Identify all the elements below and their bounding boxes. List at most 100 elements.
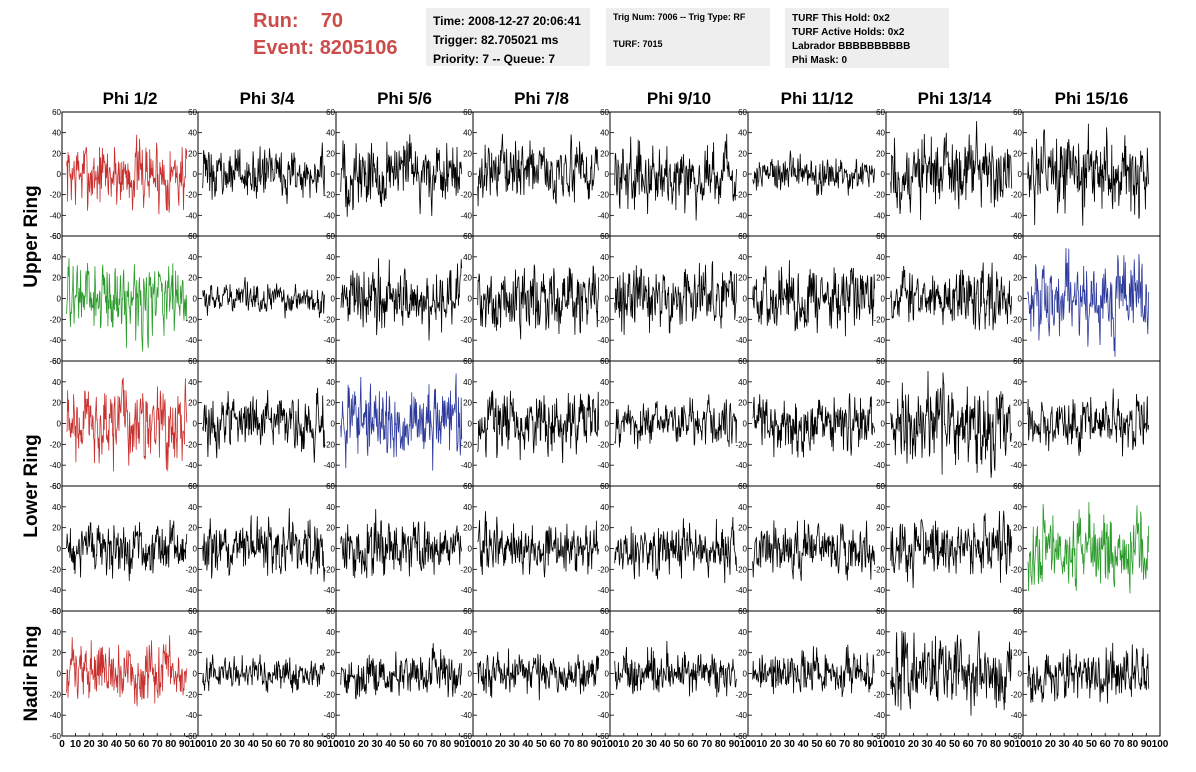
y-tick-label: 60: [876, 607, 885, 616]
waveform-trace: [66, 635, 188, 707]
column-title: Phi 7/8: [514, 89, 569, 108]
y-tick-label: 20: [463, 524, 472, 533]
waveform-trace: [66, 258, 188, 352]
waveform-trace: [752, 260, 875, 337]
y-tick-label: -20: [597, 690, 609, 699]
y-tick-label: 60: [738, 357, 747, 366]
y-tick-label: -20: [1010, 440, 1022, 449]
x-tick-label: 0: [333, 739, 339, 750]
y-tick-label: 0: [605, 545, 610, 554]
y-tick-label: 20: [52, 399, 61, 408]
y-tick-label: 40: [738, 503, 747, 512]
x-tick-label: 90: [1004, 739, 1016, 750]
x-tick-label: 40: [660, 739, 672, 750]
y-tick-label: 40: [600, 378, 609, 387]
x-tick-label: 60: [413, 739, 425, 750]
x-tick-label: 90: [179, 739, 191, 750]
y-tick-label: 40: [52, 503, 61, 512]
y-tick-label: 40: [188, 129, 197, 138]
turf-hold-line: TURF This Hold: 0x2: [792, 13, 890, 24]
x-tick-label: 30: [646, 739, 658, 750]
y-tick-label: 40: [326, 253, 335, 262]
y-tick-label: 40: [876, 628, 885, 637]
y-tick-label: 60: [600, 108, 609, 117]
y-tick-label: 60: [326, 357, 335, 366]
waveform-trace: [1027, 247, 1150, 357]
y-tick-label: 60: [188, 357, 197, 366]
y-tick-label: -40: [873, 711, 885, 720]
y-tick-label: 60: [1013, 108, 1022, 117]
y-tick-label: 0: [331, 670, 336, 679]
row-title: Nadir Ring: [21, 625, 42, 721]
x-tick-label: 40: [1072, 739, 1084, 750]
waveform-trace: [614, 640, 737, 698]
y-tick-label: 20: [52, 149, 61, 158]
y-tick-label: -20: [873, 690, 885, 699]
turf-info-box: TURF This Hold: 0x2 TURF Active Holds: 0…: [785, 8, 949, 68]
run-label: Run:: [253, 10, 299, 32]
x-tick-label: 20: [632, 739, 644, 750]
y-tick-label: 0: [193, 545, 198, 554]
y-tick-label: 60: [600, 232, 609, 241]
y-tick-label: -40: [323, 461, 335, 470]
x-tick-label: 40: [385, 739, 397, 750]
x-tick-label: 50: [811, 739, 823, 750]
column-title: Phi 1/2: [103, 89, 158, 108]
y-tick-label: 20: [188, 399, 197, 408]
x-tick-label: 60: [1100, 739, 1112, 750]
y-tick-label: -20: [873, 565, 885, 574]
x-tick-label: 50: [399, 739, 411, 750]
y-tick-label: -60: [460, 732, 472, 741]
y-tick-label: -40: [185, 211, 197, 220]
row-title: Upper Ring: [21, 185, 42, 287]
y-tick-label: 40: [188, 503, 197, 512]
panel-frame: [197, 360, 337, 487]
y-tick-label: 0: [57, 170, 62, 179]
x-tick-label: 40: [935, 739, 947, 750]
y-tick-label: 20: [876, 149, 885, 158]
run-value: 70: [320, 10, 344, 32]
x-tick-label: 80: [440, 739, 452, 750]
panel-frame: [472, 235, 611, 362]
labrador-line: Labrador BBBBBBBBBB: [792, 41, 911, 52]
y-tick-label: -20: [185, 315, 197, 324]
y-tick-label: 40: [876, 129, 885, 138]
waveform-trace: [1027, 501, 1150, 594]
y-tick-label: 20: [326, 274, 335, 283]
x-tick-label: 70: [563, 739, 575, 750]
y-tick-label: 60: [188, 232, 197, 241]
column-title: Phi 11/12: [781, 89, 854, 108]
column-title: Phi 9/10: [647, 89, 711, 108]
y-tick-label: -40: [49, 586, 61, 595]
waveform-trace: [340, 643, 463, 700]
y-tick-label: -40: [735, 336, 747, 345]
y-tick-label: -60: [49, 357, 61, 366]
waveform-trace: [340, 373, 463, 471]
y-tick-label: -60: [1010, 732, 1022, 741]
y-tick-label: 40: [738, 253, 747, 262]
x-tick-label: 20: [358, 739, 370, 750]
panel-frame: [472, 111, 611, 237]
x-tick-label: 50: [673, 739, 685, 750]
waveform-trace: [340, 509, 463, 579]
column-title: Phi 3/4: [240, 89, 295, 108]
y-tick-label: 60: [52, 232, 61, 241]
y-tick-label: 0: [1018, 670, 1023, 679]
waveform-trace: [66, 377, 188, 472]
x-tick-label: 100: [1152, 739, 1169, 750]
y-tick-label: -60: [873, 732, 885, 741]
y-tick-label: 20: [1013, 524, 1022, 533]
y-tick-label: -60: [323, 732, 335, 741]
y-tick-label: 0: [193, 170, 198, 179]
x-tick-label: 70: [1113, 739, 1125, 750]
row-title: Lower Ring: [21, 434, 42, 537]
y-tick-label: 0: [881, 295, 886, 304]
